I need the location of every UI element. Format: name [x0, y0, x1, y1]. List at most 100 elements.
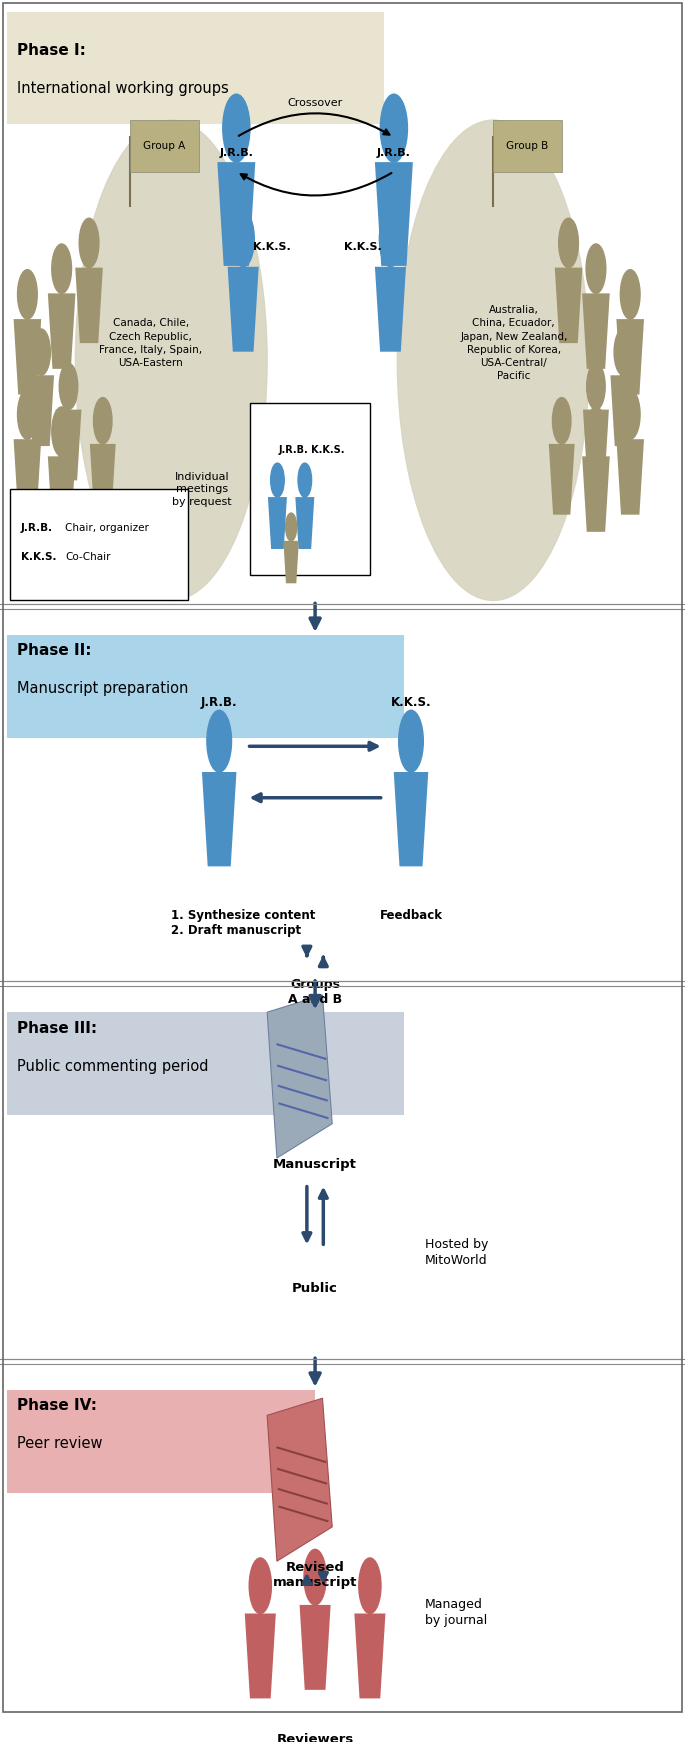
Circle shape	[559, 218, 578, 268]
Text: Individual
meetings
by request: Individual meetings by request	[172, 472, 232, 507]
FancyBboxPatch shape	[10, 490, 188, 601]
Polygon shape	[268, 496, 287, 549]
Polygon shape	[295, 496, 314, 549]
Polygon shape	[227, 267, 259, 352]
Circle shape	[60, 364, 78, 409]
Circle shape	[552, 397, 571, 444]
Circle shape	[79, 218, 99, 268]
Circle shape	[232, 211, 254, 267]
Text: K.K.S.: K.K.S.	[253, 242, 291, 253]
Text: 1. Synthesize content
2. Draft manuscript: 1. Synthesize content 2. Draft manuscrip…	[171, 909, 316, 937]
Circle shape	[18, 270, 37, 319]
Text: Phase IV:: Phase IV:	[17, 1399, 97, 1413]
FancyBboxPatch shape	[7, 1012, 404, 1115]
Polygon shape	[582, 293, 610, 369]
Polygon shape	[267, 995, 332, 1158]
Polygon shape	[245, 1613, 276, 1698]
Polygon shape	[48, 293, 75, 369]
Polygon shape	[48, 456, 75, 531]
Text: Hosted by
MitoWorld: Hosted by MitoWorld	[425, 1239, 488, 1266]
Polygon shape	[616, 319, 644, 395]
Text: K.K.S.: K.K.S.	[390, 695, 432, 709]
Circle shape	[18, 390, 37, 439]
Circle shape	[399, 711, 423, 772]
Polygon shape	[90, 444, 116, 514]
Circle shape	[207, 711, 232, 772]
Polygon shape	[14, 439, 41, 514]
Circle shape	[93, 397, 112, 444]
Polygon shape	[267, 1399, 332, 1561]
Text: Group B: Group B	[506, 141, 549, 152]
Polygon shape	[394, 772, 428, 866]
Polygon shape	[299, 1604, 331, 1690]
FancyBboxPatch shape	[493, 120, 562, 171]
FancyBboxPatch shape	[7, 12, 384, 124]
Circle shape	[286, 514, 297, 540]
Circle shape	[304, 1549, 326, 1604]
Text: Manuscript preparation: Manuscript preparation	[17, 681, 188, 697]
Text: J.R.B.: J.R.B.	[201, 695, 238, 709]
Text: Co-Chair: Co-Chair	[65, 552, 110, 563]
Polygon shape	[14, 319, 41, 395]
Circle shape	[271, 463, 284, 496]
Text: Reviewers: Reviewers	[277, 1733, 353, 1742]
Text: Revised
manuscript: Revised manuscript	[273, 1561, 358, 1589]
Circle shape	[614, 329, 632, 375]
Circle shape	[380, 94, 408, 162]
Circle shape	[397, 120, 589, 601]
Circle shape	[621, 390, 640, 439]
Circle shape	[75, 120, 267, 601]
Text: Public: Public	[292, 1282, 338, 1294]
Polygon shape	[28, 375, 54, 446]
Text: Public commenting period: Public commenting period	[17, 1059, 209, 1073]
Text: International working groups: International working groups	[17, 80, 229, 96]
Circle shape	[223, 94, 250, 162]
Text: J.R.B.: J.R.B.	[21, 523, 53, 533]
Circle shape	[621, 270, 640, 319]
Polygon shape	[202, 772, 236, 866]
Text: Group A: Group A	[143, 141, 186, 152]
Polygon shape	[616, 439, 644, 514]
Polygon shape	[375, 267, 406, 352]
FancyBboxPatch shape	[130, 120, 199, 171]
Polygon shape	[217, 162, 256, 267]
Polygon shape	[549, 444, 575, 514]
Text: Phase I:: Phase I:	[17, 44, 86, 57]
Text: K.K.S.: K.K.S.	[21, 552, 56, 563]
Text: Feedback: Feedback	[379, 909, 443, 922]
Text: Manuscript: Manuscript	[273, 1158, 357, 1171]
Polygon shape	[555, 268, 582, 343]
Circle shape	[52, 408, 71, 456]
Polygon shape	[354, 1613, 386, 1698]
Text: Australia,
China, Ecuador,
Japan, New Zealand,
Republic of Korea,
USA-Central/
P: Australia, China, Ecuador, Japan, New Ze…	[460, 305, 567, 381]
Circle shape	[586, 408, 606, 456]
Circle shape	[379, 211, 401, 267]
Circle shape	[586, 364, 606, 409]
FancyBboxPatch shape	[7, 1390, 315, 1493]
Polygon shape	[55, 409, 82, 481]
Text: Phase II:: Phase II:	[17, 643, 92, 658]
Text: Managed
by journal: Managed by journal	[425, 1597, 487, 1627]
Circle shape	[298, 463, 312, 496]
Circle shape	[52, 244, 71, 293]
FancyBboxPatch shape	[7, 634, 404, 737]
Circle shape	[359, 1557, 381, 1613]
Polygon shape	[583, 409, 609, 481]
FancyBboxPatch shape	[250, 402, 370, 575]
Text: Groups
A and B: Groups A and B	[288, 977, 342, 1005]
Polygon shape	[75, 268, 103, 343]
Polygon shape	[375, 162, 413, 267]
Polygon shape	[284, 540, 299, 584]
Text: Chair, organizer: Chair, organizer	[65, 523, 149, 533]
Circle shape	[249, 1557, 271, 1613]
Text: Phase III:: Phase III:	[17, 1021, 97, 1036]
Text: K.K.S.: K.K.S.	[345, 242, 382, 253]
Text: Canada, Chile,
Czech Republic,
France, Italy, Spain,
USA-Eastern: Canada, Chile, Czech Republic, France, I…	[99, 319, 202, 368]
Text: J.R.B.: J.R.B.	[219, 148, 253, 159]
Text: Peer review: Peer review	[17, 1435, 103, 1451]
Circle shape	[32, 329, 51, 375]
Text: Crossover: Crossover	[288, 98, 342, 108]
Text: J.R.B. K.K.S.: J.R.B. K.K.S.	[278, 444, 345, 455]
Circle shape	[586, 244, 606, 293]
Polygon shape	[610, 375, 636, 446]
